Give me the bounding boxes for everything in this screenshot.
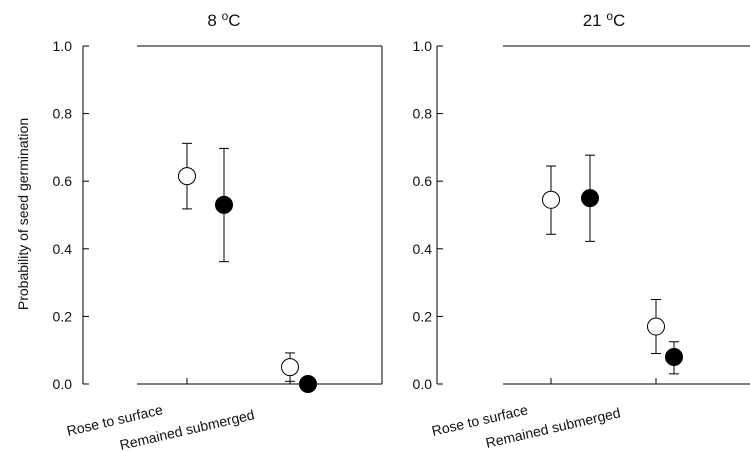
y-tick-label: 0.0 <box>53 376 73 392</box>
y-tick-label: 0.4 <box>413 241 433 257</box>
y-tick-label: 0.4 <box>53 241 73 257</box>
title-temperature-value: 8 <box>207 11 216 30</box>
y-tick-label: 0.2 <box>413 308 433 324</box>
title-degree-sup: o <box>606 9 613 23</box>
data-point-open <box>647 317 665 336</box>
panel-title: 21 oC <box>583 9 626 30</box>
y-tick-label: 0.2 <box>53 308 73 324</box>
data-point-filled <box>215 195 233 214</box>
y-tick-label: 1.0 <box>53 38 73 54</box>
y-tick-label: 0.6 <box>413 173 433 189</box>
y-tick-label: 0.6 <box>53 173 73 189</box>
title-unit: C <box>228 11 240 30</box>
data-point-open <box>542 190 560 209</box>
y-tick-label: 1.0 <box>413 38 433 54</box>
y-axis-label: Probability of seed germination <box>15 118 31 310</box>
y-tick-label: 0.0 <box>413 376 433 392</box>
title-unit: C <box>613 11 625 30</box>
data-point-filled <box>299 375 317 393</box>
data-point-filled <box>665 347 683 366</box>
data-point-open <box>178 167 196 186</box>
y-tick-label: 0.8 <box>53 106 73 122</box>
data-point-filled <box>581 189 599 208</box>
data-point-open <box>281 358 299 377</box>
y-tick-label: 0.8 <box>413 106 433 122</box>
title-degree-sup: o <box>222 9 229 23</box>
title-temperature-value: 21 <box>583 11 602 30</box>
panel-title: 8 oC <box>207 9 240 30</box>
